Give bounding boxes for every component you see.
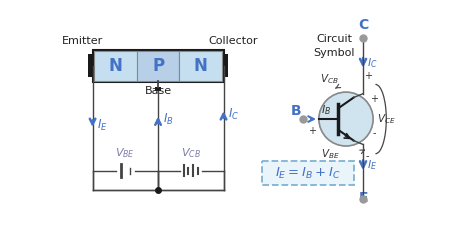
Bar xyxy=(179,51,222,81)
Text: -: - xyxy=(372,128,376,138)
Text: E: E xyxy=(358,191,368,205)
Text: $I_E$: $I_E$ xyxy=(97,118,108,133)
Text: -: - xyxy=(366,151,369,161)
Text: $V_{CE}$: $V_{CE}$ xyxy=(377,112,396,126)
Text: $V_{CB}$: $V_{CB}$ xyxy=(181,146,201,160)
Text: Emitter: Emitter xyxy=(62,36,103,46)
Bar xyxy=(137,51,179,81)
Text: C: C xyxy=(358,18,368,32)
Text: $I_B$: $I_B$ xyxy=(321,103,331,117)
Text: N: N xyxy=(194,57,208,75)
Text: Circuit
Symbol: Circuit Symbol xyxy=(314,34,355,58)
FancyBboxPatch shape xyxy=(262,161,354,185)
Text: N: N xyxy=(109,57,122,75)
Text: P: P xyxy=(152,57,164,75)
Text: $I_B$: $I_B$ xyxy=(163,112,173,127)
Text: $I_C$: $I_C$ xyxy=(228,107,239,122)
Text: $V_{BE}$: $V_{BE}$ xyxy=(115,146,135,160)
Text: $V_{CB}$: $V_{CB}$ xyxy=(319,72,338,86)
Bar xyxy=(88,54,94,78)
Bar xyxy=(92,50,224,82)
Text: +: + xyxy=(364,71,372,81)
Text: $V_{BE}$: $V_{BE}$ xyxy=(321,148,340,161)
Bar xyxy=(222,54,228,78)
Text: $I_C$: $I_C$ xyxy=(367,56,378,70)
Text: B: B xyxy=(291,104,301,118)
Text: $I_E$: $I_E$ xyxy=(367,158,377,172)
Bar xyxy=(94,51,137,81)
Text: Base: Base xyxy=(145,86,172,96)
Text: +: + xyxy=(308,126,316,137)
Text: Collector: Collector xyxy=(209,36,258,46)
Text: $I_E = I_B + I_C$: $I_E = I_B + I_C$ xyxy=(275,165,341,180)
Bar xyxy=(155,87,161,90)
Text: +: + xyxy=(370,94,378,104)
Circle shape xyxy=(319,92,373,146)
